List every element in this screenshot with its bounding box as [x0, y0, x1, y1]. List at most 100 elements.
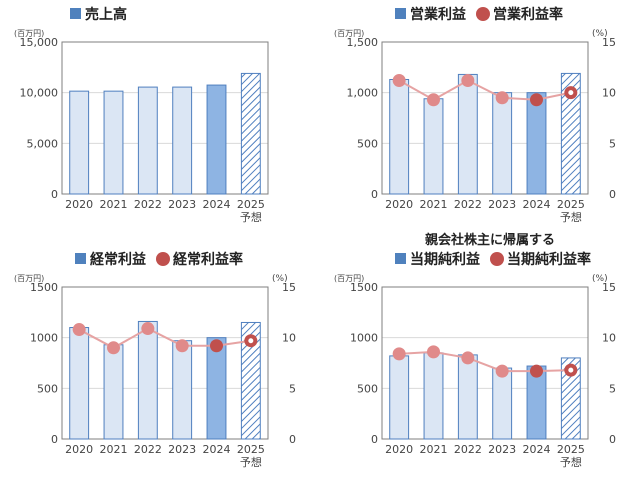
legend-swatch-bar: [75, 253, 86, 264]
y2-tick-label: 0: [609, 433, 616, 446]
y-tick-label: 500: [357, 137, 378, 150]
y-unit-label: (百万円): [334, 29, 364, 38]
x-tick-label: 2020: [385, 198, 413, 211]
y-unit-label: (百万円): [14, 29, 44, 38]
legend-label: 営業利益率: [493, 6, 563, 23]
forecast-point-marker: [248, 338, 254, 344]
ratio-point: [107, 341, 120, 355]
legend-swatch-dot: [156, 252, 170, 266]
x-tick-label: 2022: [134, 198, 162, 211]
x-tick-label: 2023: [168, 443, 196, 456]
x-tick-label: 2020: [385, 443, 413, 456]
y-tick-label: 500: [357, 382, 378, 395]
y2-tick-label: 10: [602, 87, 616, 100]
legend-swatch-bar: [395, 8, 406, 19]
chart-title: 親会社株主に帰属する: [425, 232, 555, 248]
bar: [423, 352, 444, 440]
y2-tick-label: 0: [289, 433, 296, 446]
y-tick-label: 0: [51, 188, 58, 201]
y-tick-label: 1,500: [347, 36, 379, 49]
forecast-point-marker: [568, 90, 574, 96]
ratio-point: [141, 322, 155, 336]
legend-label: 当期純利益率: [507, 251, 591, 268]
ratio-point: [210, 339, 223, 353]
y2-tick-label: 15: [602, 36, 616, 49]
bar: [69, 327, 90, 440]
operating-profit-chart: 営業利益 営業利益率 (百万円) (%) 0 500 1,000 1,500 0 5 10 15 202…: [334, 6, 616, 224]
y2-tick-label: 15: [282, 281, 296, 294]
bar: [137, 86, 158, 195]
ratio-point: [427, 93, 440, 107]
x-tick-label: 2022: [454, 198, 482, 211]
ratio-point: [461, 74, 475, 88]
legend-swatch-bar: [70, 8, 81, 19]
y2-unit-label: (%): [592, 274, 608, 284]
ratio-point: [495, 364, 509, 378]
bar: [206, 84, 227, 195]
y2-tick-label: 10: [282, 332, 296, 345]
bar: [560, 72, 581, 195]
bar: [457, 73, 478, 195]
plot-area: [61, 286, 269, 440]
x-tick-label: 2022: [454, 443, 482, 456]
bar: [206, 337, 227, 440]
y-tick-label: 1000: [350, 332, 378, 345]
legend-label: 当期純利益: [410, 251, 480, 268]
x-tick-label: 2021: [420, 443, 448, 456]
plot-area: [61, 41, 269, 195]
bar: [240, 72, 261, 195]
ordinary-profit-chart: 経常利益 経常利益率 (百万円) (%) 0 500 1000 1500 0 5 10 15 2020 2…: [14, 251, 296, 469]
y-tick-label: 10,000: [20, 87, 59, 100]
ratio-point: [530, 93, 543, 107]
x-tick-label: 2020: [65, 198, 93, 211]
y-tick-label: 5,000: [27, 137, 59, 150]
forecast-label: 予想: [560, 210, 582, 224]
bar: [560, 357, 581, 440]
y-unit-label: (百万円): [334, 274, 364, 283]
y-tick-label: 0: [371, 188, 378, 201]
bar: [172, 340, 193, 440]
ratio-point: [392, 74, 406, 88]
y-tick-label: 1000: [30, 332, 58, 345]
bar: [172, 86, 193, 195]
ratio-point: [495, 91, 509, 105]
x-tick-label: 2025: [237, 198, 265, 211]
x-tick-label: 2024: [523, 198, 551, 211]
y2-unit-label: (%): [272, 274, 288, 284]
legend-label: 経常利益率: [173, 251, 243, 268]
x-tick-label: 2023: [488, 443, 516, 456]
y-tick-label: 1500: [350, 281, 378, 294]
legend-label: 売上高: [85, 6, 127, 23]
bar: [389, 355, 410, 440]
bar: [69, 90, 90, 195]
ratio-point: [175, 339, 189, 353]
x-tick-label: 2022: [134, 443, 162, 456]
x-tick-label: 2021: [100, 443, 128, 456]
bar: [240, 321, 261, 440]
y2-tick-label: 10: [602, 332, 616, 345]
x-tick-label: 2024: [523, 443, 551, 456]
forecast-label: 予想: [560, 455, 582, 469]
y-tick-label: 0: [51, 433, 58, 446]
y2-tick-label: 0: [609, 188, 616, 201]
legend-swatch-dot: [476, 7, 490, 21]
y-tick-label: 500: [37, 382, 58, 395]
bar: [137, 320, 158, 440]
y-tick-label: 1500: [30, 281, 58, 294]
x-tick-label: 2025: [557, 198, 585, 211]
x-tick-label: 2025: [237, 443, 265, 456]
sales-chart: 売上高 (百万円) 0 5,000 10,000 15,000 2020 2021 2022 20…: [14, 6, 269, 224]
y-tick-label: 1,000: [347, 87, 379, 100]
plot-area: [381, 41, 589, 195]
y-unit-label: (百万円): [14, 274, 44, 283]
y-tick-label: 15,000: [20, 36, 59, 49]
bar: [389, 78, 410, 195]
forecast-point-marker: [568, 367, 574, 373]
ratio-point: [530, 364, 543, 378]
x-tick-label: 2024: [203, 198, 231, 211]
y2-tick-label: 5: [609, 137, 616, 150]
y2-tick-label: 15: [602, 281, 616, 294]
bar: [492, 92, 513, 195]
ratio-point: [461, 351, 475, 365]
